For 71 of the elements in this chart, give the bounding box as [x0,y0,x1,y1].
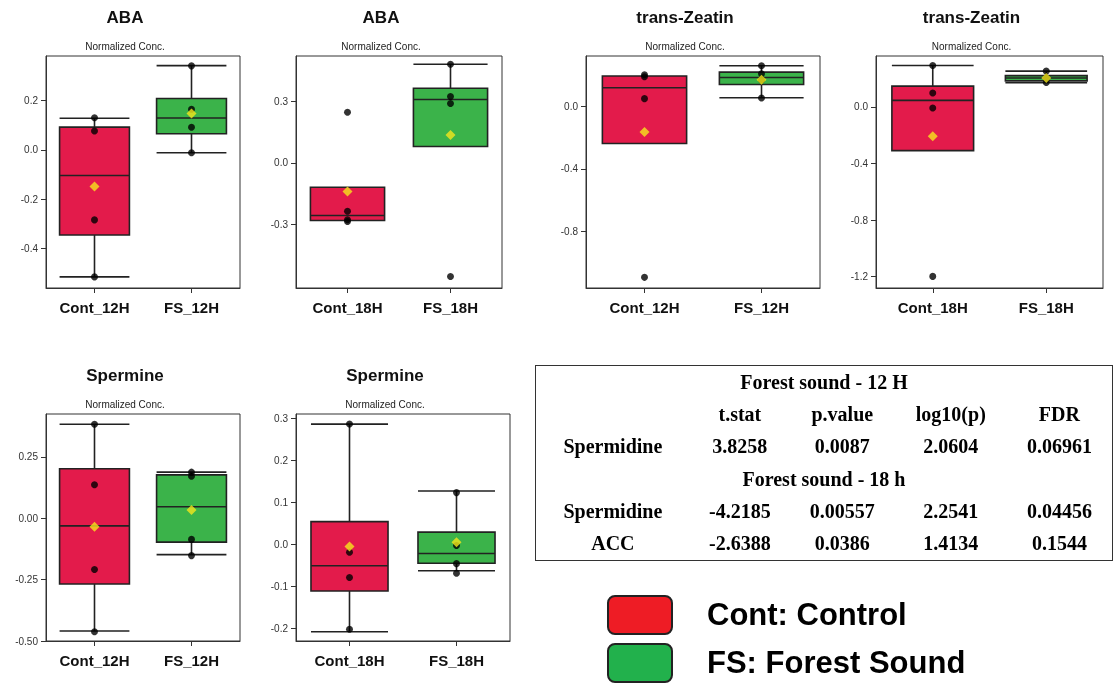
y-tick-label: -0.8 [850,214,869,226]
y-tick-label: -0.2 [270,622,289,634]
chart-subtitle: Normalized Conc. [645,40,725,52]
x-tick-label: FS_18H [422,299,479,316]
y-tick-label: 0.0 [274,538,289,550]
y-tick-label: 0.1 [274,496,289,508]
text: -4.2185 [708,498,772,524]
y-tick-label: 0.0 [274,157,289,169]
x-tick-label: Cont_18H [312,299,383,316]
text: FDR [1037,402,1081,428]
chart-subtitle: Normalized Conc. [341,40,421,52]
x-tick-label: Cont_18H [897,299,968,316]
chart-title: trans-Zeatin [922,8,1021,27]
chart-subtitle: Normalized Conc. [931,40,1012,52]
text: 0.00557 [808,498,876,524]
y-tick-label: 0.3 [274,95,289,107]
y-tick-label: -0.8 [560,226,579,238]
text: 3.8258 [711,434,769,460]
x-tick-label: FS_12H [733,299,790,316]
y-tick-label: 0.0 [24,144,39,156]
y-tick-label: 0.3 [274,412,289,424]
text: 0.0087 [813,434,871,460]
chart-subtitle: Normalized Conc. [345,398,425,410]
text: p.value [810,402,875,428]
text: -2.6388 [708,531,772,557]
x-tick-label: FS_12H [163,652,220,669]
text: Forest sound - 12 H [739,369,909,395]
chart-title: trans-Zeatin [636,8,734,27]
y-tick-label: -0.4 [560,163,579,175]
chart-title: ABA [362,8,400,27]
y-tick-label: 0.2 [24,94,39,106]
text: 0.04456 [1025,498,1093,524]
text: 2.2541 [922,498,980,524]
text: 0.06961 [1025,434,1093,460]
text: Forest sound - 18 h [741,466,907,492]
y-tick-label: -1.2 [850,271,869,283]
y-tick-label: -0.4 [850,158,869,170]
chart-title: ABA [106,8,144,27]
y-tick-label: -0.50 [15,635,39,647]
chart-title: Spermine [346,366,424,385]
text: 0.0386 [813,531,871,557]
text: t.stat [717,402,763,428]
y-tick-label: 0.0 [854,101,869,113]
legend-label: FS: Forest Sound [707,645,966,681]
x-tick-label: Cont_12H [609,299,680,316]
y-tick-label: 0.2 [274,454,289,466]
text: 2.0604 [922,434,980,460]
x-tick-label: FS_18H [1018,299,1074,316]
y-tick-label: 0.25 [18,451,39,463]
text: log10(p) [914,402,987,428]
y-tick-label: -0.2 [20,193,39,205]
chart-subtitle: Normalized Conc. [85,398,165,410]
text: 0.1544 [1030,531,1088,557]
y-tick-label: -0.3 [270,218,289,230]
text: ACC [590,531,636,557]
x-tick-label: Cont_12H [59,652,130,669]
x-tick-label: FS_18H [428,652,485,669]
text: Spermidine [562,434,664,460]
text: Spermidine [562,498,664,525]
y-tick-label: 0.00 [18,512,39,524]
x-tick-label: FS_12H [163,299,220,316]
y-tick-label: -0.1 [270,580,289,592]
text: 1.4134 [922,531,980,557]
x-tick-label: Cont_18H [314,652,385,669]
x-tick-label: Cont_12H [59,299,130,316]
y-tick-label: -0.4 [20,243,39,255]
chart-title: Spermine [86,366,164,385]
y-tick-label: -0.25 [15,574,39,586]
legend-label: Cont: Control [707,597,907,633]
y-tick-label: 0.0 [564,100,579,112]
chart-subtitle: Normalized Conc. [85,40,165,52]
